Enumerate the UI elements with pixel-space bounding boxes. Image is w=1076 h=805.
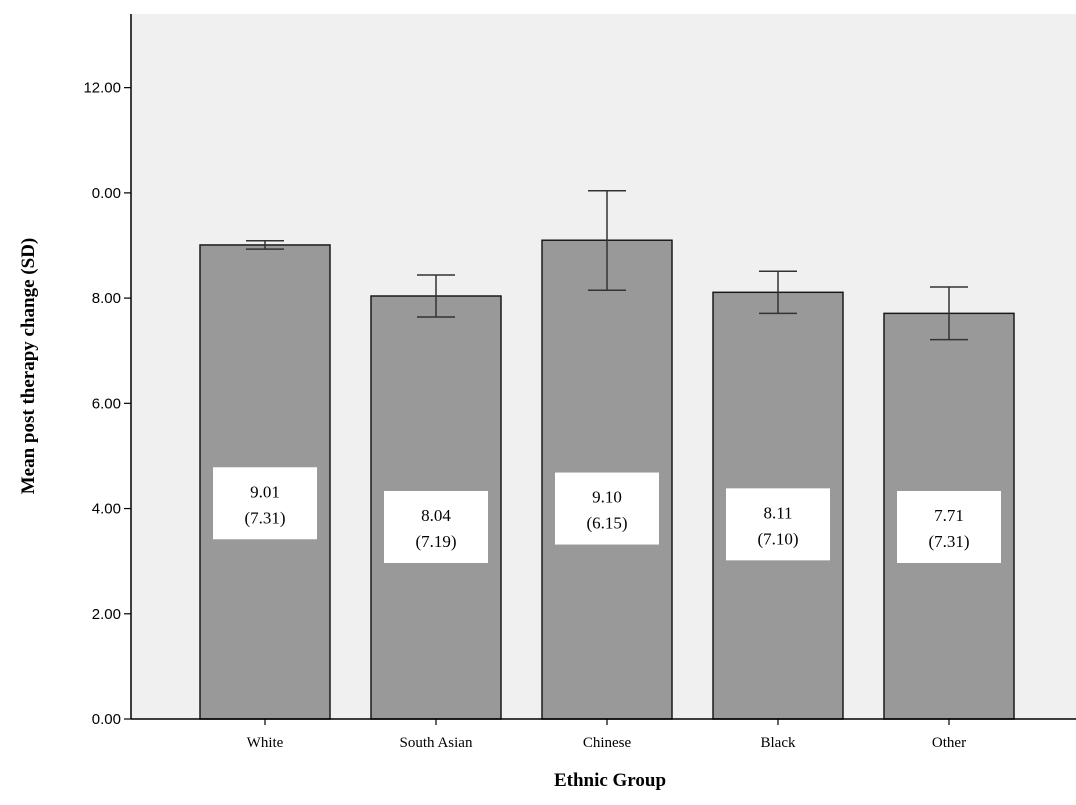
- y-tick-label-0: 0.00: [92, 711, 121, 728]
- y-tick-label-1: 2.00: [92, 606, 121, 623]
- y-ticks: 0.00 2.00 4.00 6.00 8.00 0.00 12.00: [83, 80, 131, 728]
- value-label-4: 7.71: [934, 506, 964, 525]
- x-categories: White South Asian Chinese Black Other: [247, 719, 966, 751]
- y-axis-title: Mean post therapy change (SD): [18, 238, 39, 495]
- value-label-0: 9.01: [250, 482, 280, 501]
- value-box-2: [555, 472, 659, 545]
- value-label-boxes: 9.01 (7.31) 8.04 (7.19) 9.10 (6.15) 8.11 (7.10)…: [213, 467, 1001, 563]
- value-label-3: 8.11: [763, 503, 792, 522]
- sd-label-2: (6.15): [586, 514, 627, 533]
- y-tick-label-5: 0.00: [92, 185, 121, 202]
- sd-label-4: (7.31): [928, 532, 969, 551]
- x-axis-title: Ethnic Group: [554, 770, 666, 791]
- value-box-4: [897, 490, 1001, 563]
- value-label-1: 8.04: [421, 506, 451, 525]
- x-category-label-4: Other: [932, 735, 966, 751]
- x-category-label-2: Chinese: [583, 735, 632, 751]
- error-bars-layer: [246, 190, 968, 341]
- x-category-label-0: White: [247, 735, 284, 751]
- value-label-2: 9.10: [592, 488, 622, 507]
- y-tick-label-6: 12.00: [83, 80, 121, 97]
- x-category-label-3: Black: [761, 735, 796, 751]
- y-tick-label-2: 4.00: [92, 501, 121, 518]
- value-box-0: [213, 467, 317, 540]
- y-tick-label-4: 8.00: [92, 290, 121, 307]
- x-category-label-1: South Asian: [400, 735, 473, 751]
- sd-label-1: (7.19): [415, 532, 456, 551]
- value-box-1: [384, 490, 488, 563]
- value-box-3: [726, 488, 830, 561]
- sd-label-3: (7.10): [757, 529, 798, 548]
- y-tick-label-3: 6.00: [92, 395, 121, 412]
- sd-label-0: (7.31): [244, 508, 285, 527]
